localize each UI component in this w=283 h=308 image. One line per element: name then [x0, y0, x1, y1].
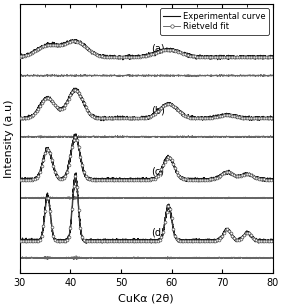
Text: (c): (c)	[151, 166, 164, 176]
Text: (b): (b)	[151, 105, 165, 115]
Legend: Experimental curve, Rietveld fit: Experimental curve, Rietveld fit	[160, 8, 269, 35]
Text: (a): (a)	[151, 44, 165, 54]
Y-axis label: Intensity (a.u): Intensity (a.u)	[4, 99, 14, 178]
Text: (d): (d)	[151, 228, 165, 237]
X-axis label: CuKα (2θ): CuKα (2θ)	[118, 294, 174, 304]
